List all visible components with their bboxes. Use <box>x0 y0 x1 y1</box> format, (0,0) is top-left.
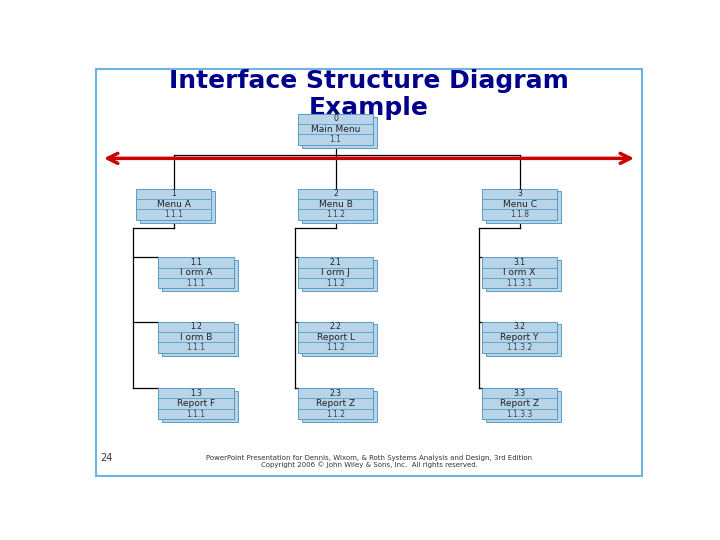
Text: 0: 0 <box>333 114 338 123</box>
Text: 1.1.3.3: 1.1.3.3 <box>506 409 533 418</box>
Text: 1.1.1: 1.1.1 <box>186 343 205 352</box>
Text: 3.3: 3.3 <box>513 389 526 398</box>
Text: I orm X: I orm X <box>503 268 536 277</box>
Text: 2.3: 2.3 <box>330 389 341 398</box>
Bar <box>136 188 212 220</box>
Text: Example: Example <box>309 97 429 120</box>
Text: PowerPoint Presentation for Dennis, Wixom, & Roth Systems Analysis and Design, 3: PowerPoint Presentation for Dennis, Wixo… <box>206 455 532 461</box>
Bar <box>298 388 373 419</box>
Text: 1.1.3.1: 1.1.3.1 <box>507 279 533 288</box>
Text: 1.1.1: 1.1.1 <box>186 279 205 288</box>
Bar <box>482 388 557 419</box>
Text: 3: 3 <box>517 189 522 198</box>
Bar <box>486 325 561 356</box>
Text: 1: 1 <box>171 189 176 198</box>
Text: I orm J: I orm J <box>321 268 350 277</box>
Text: 1.1: 1.1 <box>330 135 341 144</box>
Bar <box>298 257 373 288</box>
Text: 1.2: 1.2 <box>190 322 202 331</box>
Text: 1.1.3.2: 1.1.3.2 <box>507 343 533 352</box>
Text: Main Menu: Main Menu <box>311 125 360 134</box>
Bar <box>302 391 377 422</box>
Text: I orm A: I orm A <box>180 268 212 277</box>
Text: 1.1.1: 1.1.1 <box>186 409 205 418</box>
Bar <box>302 117 377 148</box>
Text: 3.2: 3.2 <box>513 322 526 331</box>
Bar <box>140 191 215 222</box>
Bar <box>302 325 377 356</box>
Bar <box>486 191 561 222</box>
Bar <box>298 113 373 145</box>
Text: 3.1: 3.1 <box>513 258 526 267</box>
Text: 1.3: 1.3 <box>190 389 202 398</box>
Text: Menu C: Menu C <box>503 200 536 208</box>
Bar <box>482 257 557 288</box>
Text: Interface Structure Diagram: Interface Structure Diagram <box>169 70 569 93</box>
Text: 1.1.2: 1.1.2 <box>326 409 345 418</box>
Text: 1.1: 1.1 <box>190 258 202 267</box>
Bar <box>298 321 373 353</box>
Text: 2.1: 2.1 <box>330 258 341 267</box>
Text: 2.2: 2.2 <box>330 322 341 331</box>
Text: Report Y: Report Y <box>500 333 539 342</box>
Text: Report F: Report F <box>177 399 215 408</box>
Bar <box>482 188 557 220</box>
Bar <box>162 260 238 291</box>
Text: Copyright 2006 © John Wiley & Sons, Inc.  All rights reserved.: Copyright 2006 © John Wiley & Sons, Inc.… <box>261 462 477 468</box>
Bar <box>158 321 234 353</box>
Bar <box>486 391 561 422</box>
Bar <box>302 260 377 291</box>
Text: Menu B: Menu B <box>318 200 353 208</box>
Text: I orm B: I orm B <box>180 333 212 342</box>
Text: 2: 2 <box>333 189 338 198</box>
Bar <box>162 391 238 422</box>
Text: Report Z: Report Z <box>316 399 355 408</box>
Text: 1.1.2: 1.1.2 <box>326 279 345 288</box>
Bar <box>482 321 557 353</box>
Bar <box>302 191 377 222</box>
Bar <box>158 388 234 419</box>
Text: 24: 24 <box>101 453 113 463</box>
Text: 1.1.2: 1.1.2 <box>326 343 345 352</box>
Text: 1.1.1: 1.1.1 <box>164 210 183 219</box>
Bar <box>162 325 238 356</box>
Text: 1.1.2: 1.1.2 <box>326 210 345 219</box>
Text: 1.1.8: 1.1.8 <box>510 210 529 219</box>
Bar <box>486 260 561 291</box>
Text: Report Z: Report Z <box>500 399 539 408</box>
Text: Report L: Report L <box>317 333 354 342</box>
Text: Menu A: Menu A <box>157 200 191 208</box>
Bar <box>158 257 234 288</box>
Bar <box>298 188 373 220</box>
